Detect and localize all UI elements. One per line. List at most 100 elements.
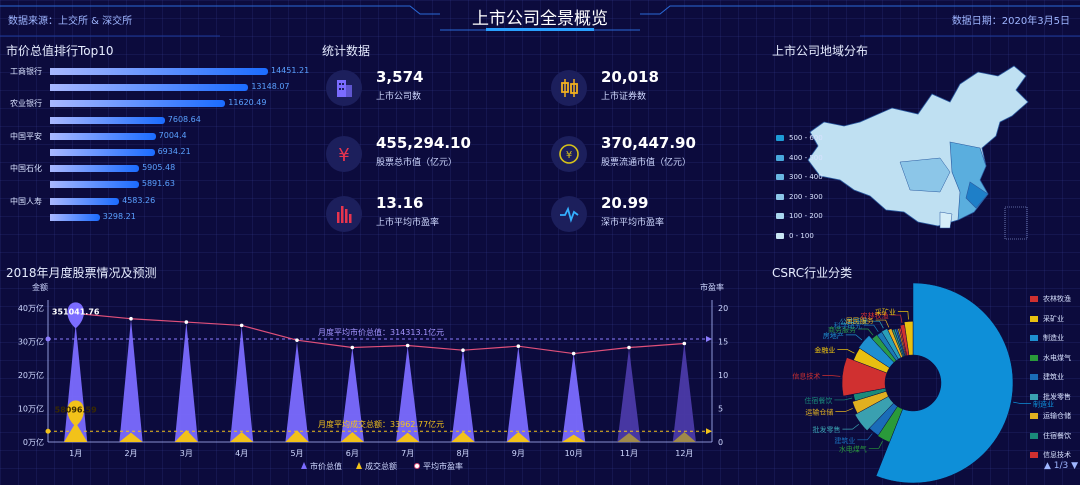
turnover-bar[interactable] xyxy=(230,431,254,442)
pie-legend-label: 农林牧渔 xyxy=(1043,295,1071,303)
pie-slice[interactable] xyxy=(881,328,902,360)
ranking-bar[interactable] xyxy=(50,68,268,75)
turnover-bar[interactable] xyxy=(672,431,696,442)
pie-legend-swatch xyxy=(1030,452,1038,458)
pie-legend-item[interactable]: 批发零售 xyxy=(1030,392,1071,402)
avg-turnover-arrow xyxy=(706,428,712,435)
ranking-value: 13148.07 xyxy=(251,82,290,92)
ranking-bar[interactable] xyxy=(50,132,156,140)
market-value-bar[interactable] xyxy=(562,353,586,442)
market-value-bar[interactable] xyxy=(285,342,309,442)
pie-slice[interactable] xyxy=(854,396,894,431)
turnover-bar[interactable] xyxy=(285,430,309,442)
pie-legend-item[interactable]: 运输仓储 xyxy=(1030,411,1071,421)
pe-ratio-point[interactable] xyxy=(516,344,521,348)
pie-slice[interactable] xyxy=(903,321,914,356)
turnover-bar[interactable] xyxy=(506,431,530,442)
pe-ratio-point[interactable] xyxy=(184,320,189,324)
pie-legend-label: 批发零售 xyxy=(1043,392,1071,401)
ranking-bar[interactable] xyxy=(50,116,165,124)
map-legend-item[interactable]: 500 - 600 xyxy=(776,134,823,142)
pie-legend-item[interactable]: 制造业 xyxy=(1030,333,1064,343)
pie-slice[interactable] xyxy=(893,328,905,357)
turnover-bar[interactable] xyxy=(562,434,586,442)
monthly-chart[interactable]: 金额 市盈率 0万亿 10万亿 20万亿 30万亿 40万亿 0 5 10 15 20 1月 2月 3月 4月… xyxy=(0,278,760,485)
pie-legend-label: 信息技术 xyxy=(1043,451,1071,459)
market-value-bar[interactable] xyxy=(396,346,420,442)
pe-ratio-point[interactable] xyxy=(350,345,355,350)
legend-market-value-icon[interactable] xyxy=(301,462,307,469)
turnover-bar[interactable] xyxy=(64,422,88,442)
pe-ratio-point[interactable] xyxy=(239,323,244,328)
x-tick-label: 9月 xyxy=(512,449,525,458)
market-value-bar[interactable] xyxy=(672,342,696,442)
market-value-bar[interactable] xyxy=(451,349,475,442)
market-value-bar[interactable] xyxy=(174,322,198,442)
map-legend-item[interactable]: 200 - 300 xyxy=(776,193,823,201)
pie-slice-label: 公共环保 xyxy=(840,317,868,326)
pie-legend-item[interactable]: 水电煤气 xyxy=(1030,353,1071,363)
turnover-bar[interactable] xyxy=(396,432,420,442)
stats-title: 统计数据 xyxy=(322,44,371,58)
turnover-bar[interactable] xyxy=(174,429,198,442)
pie-label-line xyxy=(875,319,890,328)
pie-legend-item[interactable]: 建筑业 xyxy=(1030,372,1064,382)
market-value-bar[interactable] xyxy=(230,326,254,442)
market-value-bar[interactable] xyxy=(119,319,143,442)
page-title: 上市公司全景概览 xyxy=(472,9,608,29)
pie-legend-item[interactable]: 住宿餐饮 xyxy=(1030,431,1071,441)
pie-slice[interactable] xyxy=(871,334,897,363)
pie-slice[interactable] xyxy=(841,357,888,397)
pie-legend-item[interactable]: 采矿业 xyxy=(1030,314,1064,324)
market-value-bar[interactable] xyxy=(506,346,530,442)
ranking-bar[interactable] xyxy=(50,165,140,173)
map-legend-item[interactable]: 400 - 500 xyxy=(776,154,823,162)
market-value-bar[interactable] xyxy=(617,348,641,442)
pie-legend-item[interactable]: 信息技术 xyxy=(1030,450,1071,460)
turnover-bar[interactable] xyxy=(617,432,641,442)
ranking-title: 市价总值排行Top10 xyxy=(6,44,114,58)
turnover-bar[interactable] xyxy=(451,431,475,442)
legend-pe-icon[interactable] xyxy=(414,463,420,469)
ranking-bar[interactable] xyxy=(50,181,139,189)
pe-ratio-point[interactable] xyxy=(295,338,299,342)
pe-ratio-point[interactable] xyxy=(682,341,687,346)
legend-pager[interactable]: ▲ 1/3 ▼ xyxy=(1044,461,1078,471)
pager-text: 1/3 xyxy=(1053,461,1069,471)
pie-slice[interactable] xyxy=(887,328,904,359)
ranking-value: 7004.4 xyxy=(158,130,187,140)
turnover-bar[interactable] xyxy=(340,431,364,442)
ranking-bar[interactable] xyxy=(50,149,155,156)
ranking-bar[interactable] xyxy=(50,100,226,108)
industry-pie-chart[interactable]: 制造业水电煤气建筑业批发零售运输仓储住宿餐饮信息技术金融业房地产商务服务科学研究… xyxy=(770,278,1080,485)
pe-ratio-point[interactable] xyxy=(405,343,410,348)
legend-turnover-icon[interactable] xyxy=(356,462,362,469)
pe-ratio-point[interactable] xyxy=(571,351,576,356)
pe-ratio-point[interactable] xyxy=(627,345,631,350)
map-region-central xyxy=(899,157,951,193)
pie-slice[interactable] xyxy=(891,328,905,358)
svg-text:¥: ¥ xyxy=(338,145,349,166)
pe-ratio-point[interactable] xyxy=(461,348,465,353)
ranking-bar[interactable] xyxy=(50,197,120,205)
ranking-bar[interactable] xyxy=(50,84,249,92)
pie-slice[interactable] xyxy=(852,390,889,414)
turnover-max-label: 58096.59 xyxy=(55,406,97,415)
pie-label-line xyxy=(897,311,909,320)
pie-slice[interactable] xyxy=(875,282,1014,484)
market-value-bar[interactable] xyxy=(340,347,364,442)
china-map[interactable] xyxy=(800,62,1040,247)
pager-next-icon[interactable]: ▼ xyxy=(1071,461,1079,471)
pie-label-line xyxy=(890,314,903,323)
map-legend-item[interactable]: 300 - 400 xyxy=(776,173,823,181)
ranking-bar[interactable] xyxy=(50,213,100,221)
pie-slice[interactable] xyxy=(858,335,895,369)
ranking-value: 3298.21 xyxy=(102,211,136,221)
pie-legend-item[interactable]: 农林牧渔 xyxy=(1030,294,1071,304)
pie-slice[interactable] xyxy=(877,405,904,443)
turnover-bar[interactable] xyxy=(119,432,143,442)
pager-prev-icon[interactable]: ▲ xyxy=(1044,461,1051,471)
pe-ratio-point[interactable] xyxy=(129,316,133,321)
map-legend-item[interactable]: 0 - 100 xyxy=(776,232,814,240)
map-legend-item[interactable]: 100 - 200 xyxy=(776,212,823,220)
